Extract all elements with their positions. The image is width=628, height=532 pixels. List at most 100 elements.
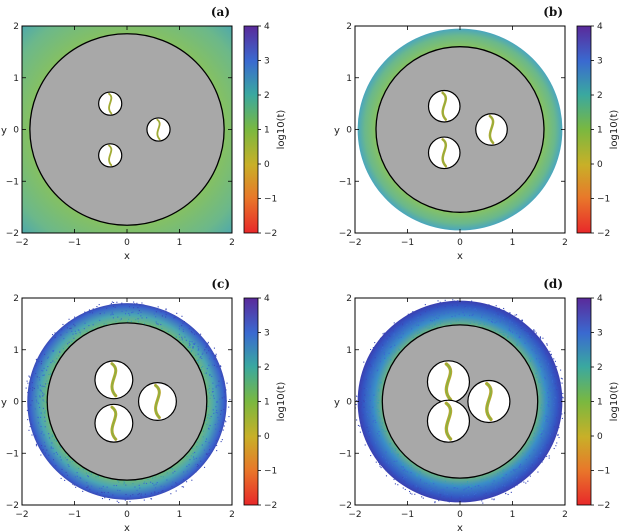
particle-dot [375, 421, 377, 424]
particle-dot [124, 482, 126, 484]
particle-dot [29, 376, 31, 378]
particle-dot [367, 416, 369, 418]
particle-dot [213, 358, 215, 360]
particle-dot [43, 385, 45, 387]
particle-dot [141, 496, 143, 498]
particle-dot [77, 329, 79, 331]
particle-dot [378, 402, 380, 404]
particle-dot [360, 412, 362, 414]
particle-dot [526, 330, 528, 332]
particle-dot [229, 399, 231, 401]
particle-dot [223, 391, 226, 393]
particle-dot [543, 368, 545, 370]
particle-dot [36, 401, 38, 403]
panel-label: (d) [543, 277, 563, 291]
particle-dot [499, 471, 501, 473]
particle-dot [532, 470, 534, 472]
y-axis-label: y [334, 126, 340, 137]
particle-dot [539, 361, 541, 363]
x-axis-label: x [457, 523, 463, 532]
particle-dot [42, 407, 45, 409]
particle-dot [562, 397, 564, 399]
particle-dot [68, 465, 70, 467]
particle-dot [443, 495, 445, 497]
particle-dot [551, 381, 553, 383]
particle-dot [533, 449, 535, 451]
particle-dot [208, 427, 210, 429]
particle-dot [91, 485, 93, 487]
colorbar-label: log10(t) [276, 110, 287, 150]
particle-dot [552, 372, 554, 374]
particle-dot [392, 350, 394, 352]
particle-dot [193, 458, 195, 460]
particle-dot [137, 321, 139, 323]
particle-dot [417, 488, 419, 490]
particle-dot [42, 449, 44, 451]
particle-dot [442, 488, 445, 490]
x-tick-label: 2 [229, 510, 235, 520]
particle-dot [547, 392, 549, 394]
particle-dot [418, 320, 420, 322]
particle-dot [92, 308, 94, 310]
particle-dot [80, 477, 82, 479]
particle-dot [451, 315, 453, 318]
particle-dot [98, 304, 100, 306]
particle-dot [375, 412, 377, 414]
particle-dot [65, 471, 67, 474]
particle-dot [504, 330, 506, 332]
outer-boundary-circle [381, 324, 539, 479]
colorbar-tick-label: 1 [597, 398, 603, 408]
particle-dot [175, 482, 177, 484]
particle-dot [550, 433, 552, 435]
particle-dot [508, 332, 510, 334]
x-tick-label: 0 [124, 238, 130, 248]
particle-dot [540, 452, 542, 454]
particle-dot [41, 385, 43, 387]
particle-dot [417, 487, 419, 489]
particle-dot [550, 409, 552, 411]
particle-dot [393, 460, 395, 462]
particle-dot [209, 397, 211, 399]
particle-dot [58, 355, 60, 357]
particle-dot [191, 341, 193, 343]
particle-dot [77, 467, 80, 470]
particle-dot [375, 408, 377, 410]
particle-dot [509, 320, 511, 322]
particle-dot [374, 396, 376, 398]
particle-dot [404, 476, 406, 478]
particle-dot [530, 354, 532, 356]
particle-dot [157, 306, 159, 308]
particle-dot [498, 488, 500, 490]
particle-dot [531, 334, 533, 336]
particle-dot [510, 471, 512, 473]
particle-dot [467, 489, 469, 492]
particle-dot [225, 400, 227, 402]
particle-dot [412, 336, 414, 338]
particle-dot [518, 335, 521, 337]
particle-dot [377, 345, 379, 347]
particle-dot [89, 488, 91, 490]
particle-dot [411, 493, 413, 495]
particle-dot [59, 456, 61, 458]
particle-dot [202, 352, 204, 354]
colorbar-tick-label: 4 [264, 22, 270, 32]
particle-dot [551, 398, 553, 400]
particle-dot [451, 492, 453, 494]
particle-dot [416, 324, 418, 326]
particle-dot [402, 324, 404, 326]
particle-dot [519, 325, 521, 327]
particle-dot [396, 335, 398, 337]
particle-dot [424, 482, 426, 484]
particle-dot [362, 428, 365, 430]
particle-dot [534, 456, 537, 458]
particle-dot [513, 470, 515, 472]
particle-dot [516, 484, 518, 486]
filament-core [156, 119, 161, 140]
particle-dot [368, 422, 370, 424]
particle-dot [384, 357, 386, 359]
particle-dot [422, 497, 424, 499]
particle-dot [563, 412, 565, 414]
particle-dot [539, 381, 541, 383]
